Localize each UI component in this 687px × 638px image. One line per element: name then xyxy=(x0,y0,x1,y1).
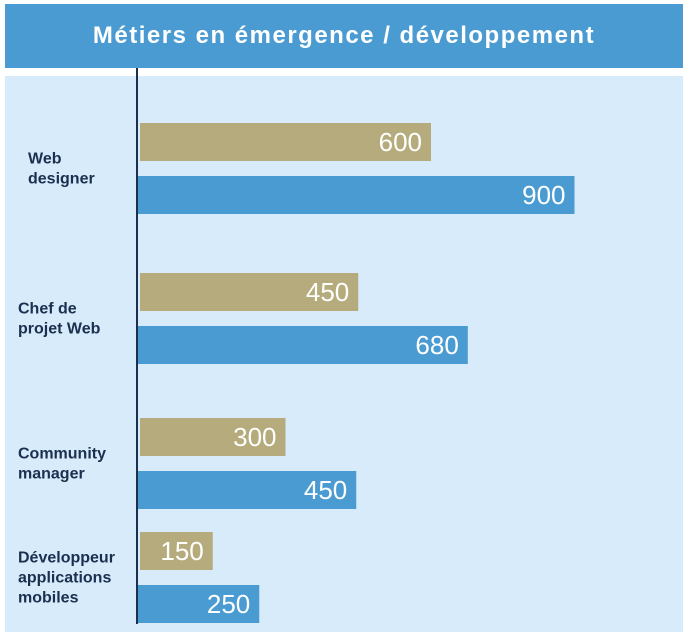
data-label: 150 xyxy=(160,536,203,566)
data-label: 450 xyxy=(306,277,349,307)
data-label: 250 xyxy=(207,589,250,619)
bar xyxy=(138,471,357,509)
title-bar: Métiers en émergence / développement xyxy=(5,4,683,68)
category-label: Community manager xyxy=(18,446,106,483)
data-label: 680 xyxy=(415,330,458,360)
data-label: 900 xyxy=(522,180,565,210)
bar xyxy=(140,273,359,311)
bar xyxy=(138,176,575,214)
category-label: Chef de projet Web xyxy=(18,301,101,338)
category-label: Développeur applications mobiles xyxy=(18,550,115,607)
bar xyxy=(140,532,213,570)
data-label: 300 xyxy=(233,422,276,452)
bar xyxy=(138,585,260,623)
bar xyxy=(138,326,468,364)
bar xyxy=(140,123,431,161)
data-label: 450 xyxy=(304,475,347,505)
data-label: 600 xyxy=(379,127,422,157)
category-label: Web designer xyxy=(28,151,95,188)
chart-title: Métiers en émergence / développement xyxy=(92,22,596,49)
bar xyxy=(140,418,286,456)
